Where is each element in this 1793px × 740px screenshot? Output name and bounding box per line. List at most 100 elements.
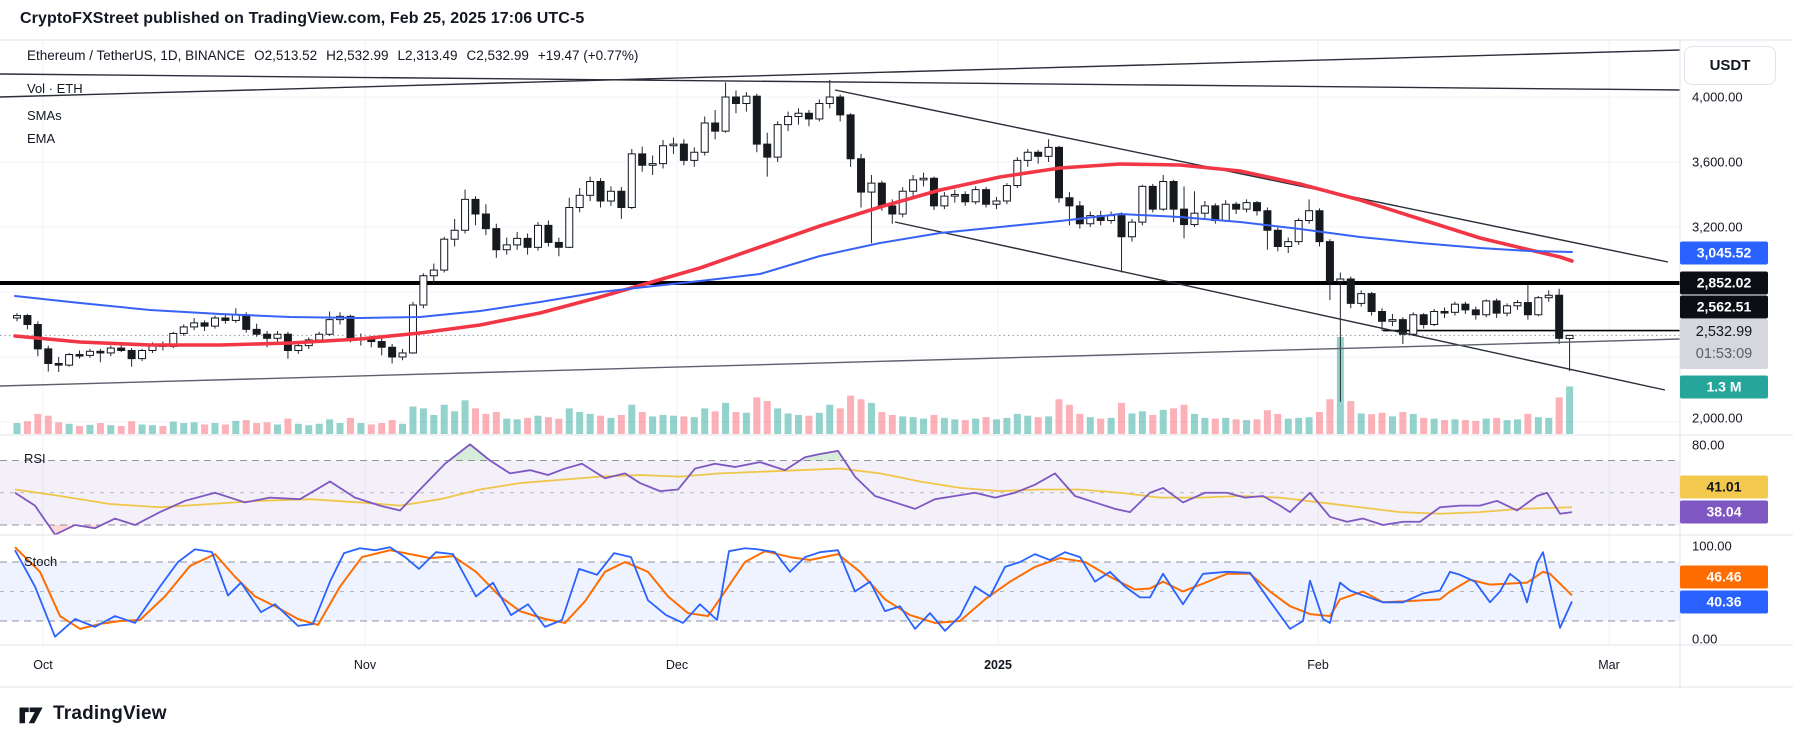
volume-bar bbox=[1263, 410, 1271, 434]
candle-body bbox=[700, 122, 709, 153]
trendline-ascending-support[interactable] bbox=[0, 338, 1681, 387]
volume-bar bbox=[274, 424, 281, 434]
volume-bar bbox=[86, 424, 94, 434]
candle-body bbox=[711, 122, 720, 132]
currency-toggle-button[interactable]: USDT bbox=[1684, 46, 1776, 85]
time-label-Mar[interactable]: Mar bbox=[1598, 658, 1620, 672]
candle-body bbox=[408, 304, 417, 354]
rsi-pane-label[interactable]: RSI bbox=[24, 451, 46, 466]
time-label-Dec[interactable]: Dec bbox=[665, 658, 689, 672]
trendline-descending-resistance-2[interactable] bbox=[894, 221, 1666, 391]
candle-body bbox=[1117, 215, 1126, 238]
candle-body bbox=[617, 190, 626, 208]
legend-smas[interactable]: SMAs bbox=[27, 108, 62, 123]
time-label-2025[interactable]: 2025 bbox=[984, 658, 1012, 672]
volume-bar bbox=[732, 412, 740, 434]
volume-bar bbox=[336, 423, 344, 434]
stoch-k-line[interactable] bbox=[14, 546, 1573, 638]
volume-bar bbox=[242, 420, 250, 434]
volume-bar bbox=[1368, 414, 1376, 434]
candle-body bbox=[513, 237, 522, 246]
candle-body bbox=[1200, 205, 1209, 214]
axis-tick-200000: 2,000.00 bbox=[1692, 410, 1743, 426]
volume-bar bbox=[899, 416, 907, 434]
volume-bar bbox=[1566, 386, 1574, 434]
volume-bar bbox=[513, 419, 521, 434]
candle-body bbox=[1523, 302, 1532, 316]
candle-body bbox=[679, 143, 688, 161]
volume-bar bbox=[534, 415, 542, 434]
volume-bar bbox=[1420, 417, 1428, 434]
volume-bar bbox=[701, 408, 709, 434]
candle-body bbox=[221, 317, 230, 321]
volume-bar bbox=[1243, 420, 1251, 434]
volume-bar bbox=[55, 422, 63, 434]
rsi-ma-line[interactable] bbox=[14, 467, 1573, 515]
candle-body bbox=[731, 96, 740, 104]
volume-bar bbox=[576, 412, 584, 434]
time-label-Oct[interactable]: Oct bbox=[33, 658, 53, 672]
tradingview-logo[interactable]: TradingView bbox=[18, 702, 167, 726]
volume-bar bbox=[1128, 413, 1136, 434]
volume-bar bbox=[1003, 417, 1011, 434]
candle-body bbox=[54, 363, 63, 366]
volume-bar bbox=[96, 423, 104, 434]
candle-body bbox=[210, 317, 219, 327]
volume-bar bbox=[1545, 417, 1553, 434]
ohlc-open: O2,513.52 bbox=[254, 48, 318, 63]
legend-volume[interactable]: Vol · ETH bbox=[27, 81, 83, 96]
legend-ema[interactable]: EMA bbox=[27, 131, 56, 146]
candle-body bbox=[1242, 202, 1251, 210]
candle-body bbox=[1252, 202, 1261, 212]
rsi-line[interactable] bbox=[14, 443, 1573, 536]
volume-bar bbox=[367, 424, 375, 434]
candle-body bbox=[377, 341, 386, 348]
volume-bar bbox=[867, 402, 875, 434]
volume-bar bbox=[1086, 417, 1094, 434]
candle-body bbox=[1065, 197, 1074, 207]
volume-bar bbox=[1024, 415, 1032, 434]
candle-body bbox=[1273, 229, 1282, 247]
stoch-d-line[interactable] bbox=[14, 546, 1573, 630]
volume-bar bbox=[211, 423, 219, 434]
sma-blue-price-label: 3,045.52 bbox=[1680, 241, 1768, 265]
stoch-pane-label[interactable]: Stoch bbox=[24, 554, 58, 569]
volume-bar bbox=[690, 417, 698, 434]
symbol-title[interactable]: Ethereum / TetherUS, 1D, BINANCE bbox=[27, 48, 246, 63]
volume-bar bbox=[326, 419, 334, 434]
time-label-Nov[interactable]: Nov bbox=[353, 658, 377, 672]
trendline-upper-wedge-flat[interactable] bbox=[0, 73, 1681, 91]
candle-body bbox=[877, 182, 886, 207]
volume-bar bbox=[669, 415, 677, 434]
candle-body bbox=[1544, 294, 1553, 299]
candle-body bbox=[461, 198, 470, 231]
volume-bar bbox=[1034, 417, 1042, 434]
volume-bar bbox=[138, 424, 146, 434]
volume-bar bbox=[357, 423, 365, 434]
candle-body bbox=[75, 354, 84, 357]
volume-bar bbox=[565, 408, 573, 434]
candle-body bbox=[846, 114, 855, 160]
volume-bar bbox=[1493, 417, 1501, 434]
sma-red-line[interactable] bbox=[13, 162, 1574, 347]
candle-body bbox=[690, 151, 699, 161]
sma-blue-line[interactable] bbox=[14, 213, 1573, 319]
candle-body bbox=[1044, 146, 1053, 157]
volume-bar bbox=[1180, 404, 1188, 434]
countdown-price: 2,532.99 bbox=[1695, 324, 1753, 340]
volume-bar bbox=[1316, 412, 1323, 434]
candle-body bbox=[85, 350, 94, 356]
trendline-upper-wedge-rising[interactable] bbox=[0, 49, 1681, 98]
candle-body bbox=[659, 145, 668, 165]
volume-bar bbox=[524, 417, 532, 434]
volume-bar bbox=[638, 412, 646, 434]
volume-bar bbox=[805, 415, 813, 434]
candle-body bbox=[325, 319, 334, 335]
time-label-Feb[interactable]: Feb bbox=[1307, 658, 1329, 672]
symbol-legend[interactable]: Ethereum / TetherUS, 1D, BINANCE O2,513.… bbox=[27, 48, 638, 63]
trendline-descending-resistance-1[interactable] bbox=[834, 89, 1669, 263]
candle-body bbox=[419, 275, 428, 306]
volume-bar bbox=[607, 417, 615, 434]
volume-bar bbox=[617, 414, 625, 434]
